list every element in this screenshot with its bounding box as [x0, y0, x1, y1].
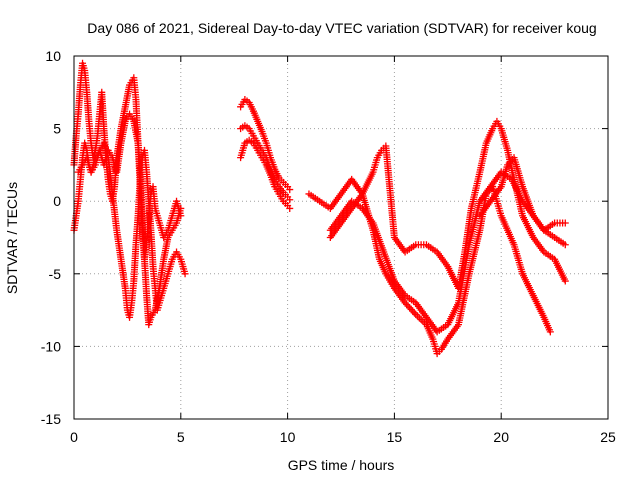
data-point	[286, 204, 294, 212]
data-point	[414, 312, 422, 320]
series-arc-mid-1	[237, 96, 294, 194]
data-points	[70, 59, 569, 358]
x-tick-label: 20	[493, 429, 509, 445]
axis-ticks: 0 5 10 15 20 25 10 5 0 -5 -10 -15	[41, 48, 616, 445]
data-point	[561, 241, 569, 249]
x-tick-label: 15	[387, 429, 403, 445]
y-tick-label: 10	[45, 48, 61, 64]
data-point	[181, 270, 189, 278]
series-arc-late-2	[326, 117, 569, 292]
y-tick-label: -15	[41, 411, 61, 427]
data-point	[177, 204, 185, 212]
data-point	[561, 277, 569, 285]
data-point	[410, 309, 418, 317]
data-point	[561, 219, 569, 227]
series-arc-early-3	[74, 110, 185, 329]
series-arc-late-1	[305, 175, 554, 358]
plot-frame	[73, 55, 609, 420]
data-point	[409, 307, 417, 315]
y-axis-title: SDTVAR / TECUs	[4, 182, 20, 294]
y-tick-label: 5	[53, 121, 61, 137]
x-tick-label: 5	[177, 429, 185, 445]
data-point	[401, 299, 409, 307]
y-tick-label: 0	[53, 193, 61, 209]
x-tick-label: 0	[70, 429, 78, 445]
data-point	[407, 305, 415, 313]
series-arc-late-4	[476, 154, 569, 234]
y-tick-label: -5	[49, 266, 62, 282]
data-point	[406, 304, 414, 312]
x-tick-label: 10	[280, 429, 296, 445]
series-arc-mid-3	[237, 136, 294, 212]
data-point	[286, 186, 294, 194]
data-point	[286, 196, 294, 204]
y-tick-label: -10	[41, 338, 61, 354]
chart-title: Day 086 of 2021, Sidereal Day-to-day VTE…	[87, 20, 596, 36]
x-axis-title: GPS time / hours	[288, 457, 395, 473]
data-point	[404, 302, 412, 310]
data-point	[403, 300, 411, 308]
data-point	[546, 328, 554, 336]
x-tick-label: 25	[600, 429, 616, 445]
